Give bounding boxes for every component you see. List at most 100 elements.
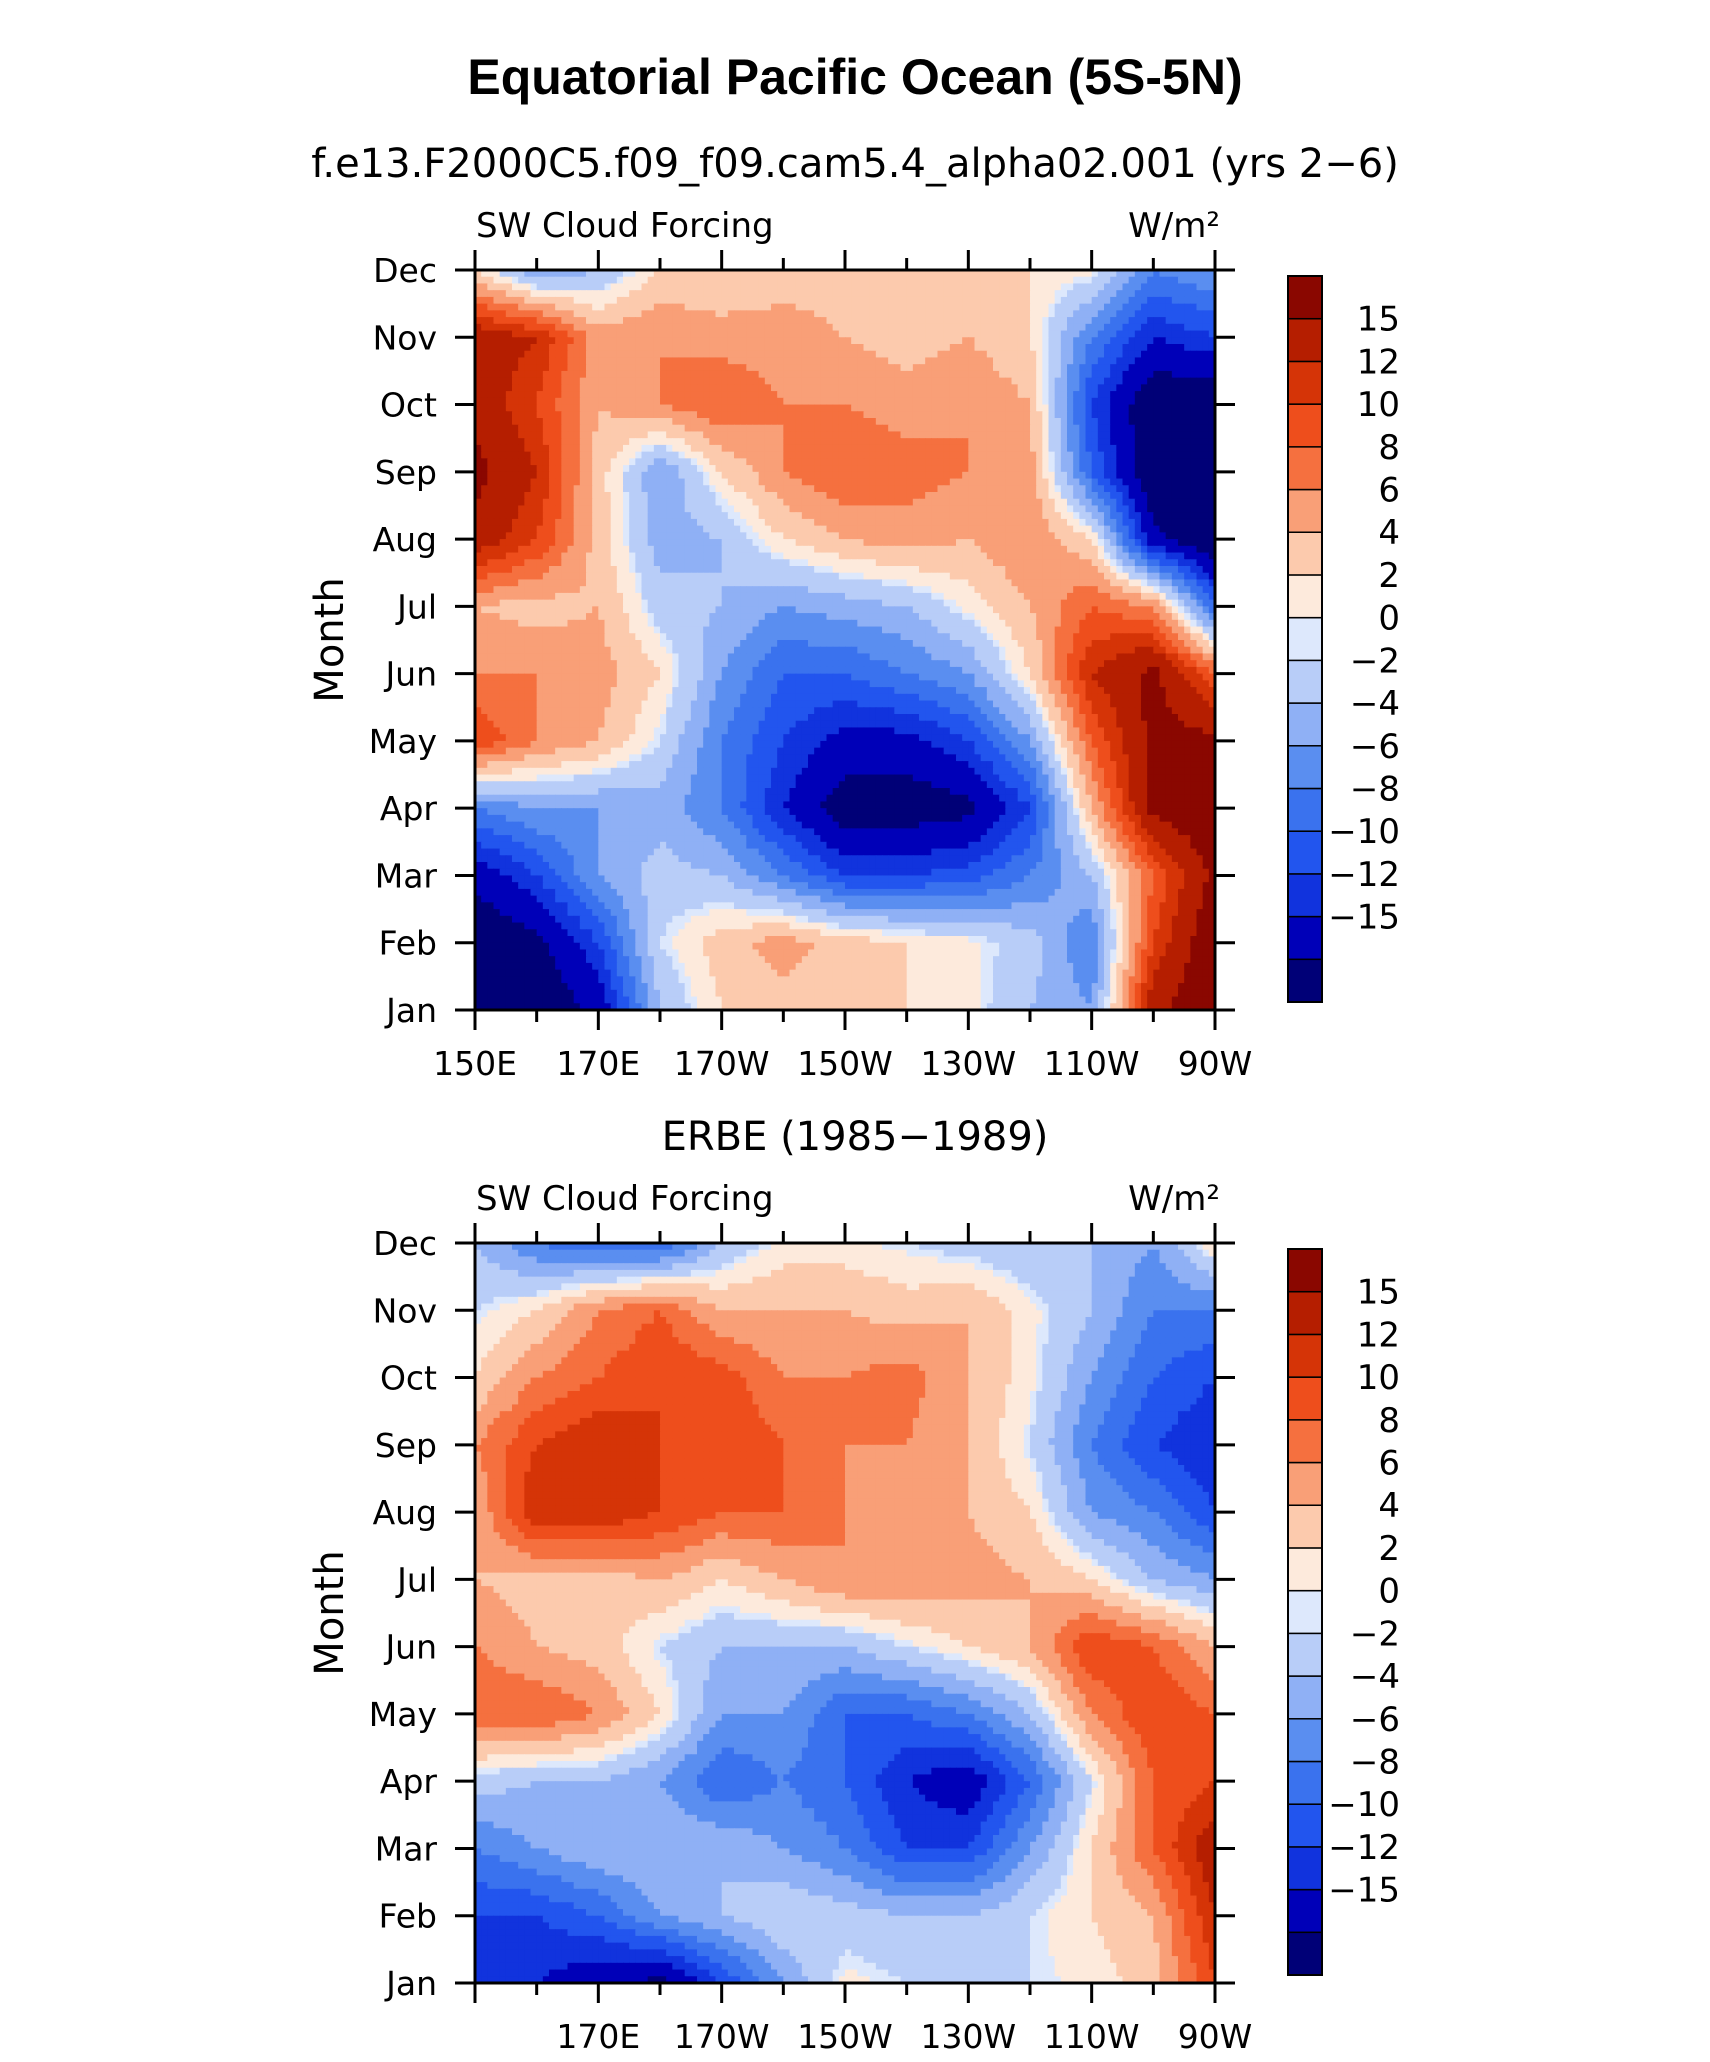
heatmap-cell — [839, 384, 846, 391]
heatmap-cell — [864, 297, 871, 304]
heatmap-cell — [543, 378, 550, 385]
heatmap-cell — [1129, 277, 1136, 284]
heatmap-cell — [592, 297, 599, 304]
heatmap-cell — [494, 337, 501, 344]
heatmap-cell — [716, 337, 723, 344]
heatmap-cell — [703, 378, 710, 385]
heatmap-cell — [537, 357, 544, 364]
heatmap-cell — [679, 371, 686, 378]
heatmap-cell — [901, 351, 908, 358]
heatmap-cell — [481, 344, 488, 351]
heatmap-cell — [913, 304, 920, 311]
heatmap-cell — [1190, 324, 1197, 331]
heatmap-cell — [962, 351, 969, 358]
heatmap-cell — [672, 290, 679, 297]
heatmap-cell — [512, 344, 519, 351]
heatmap-cell — [833, 364, 840, 371]
heatmap-cell — [716, 317, 723, 324]
heatmap-cell — [796, 344, 803, 351]
heatmap-cell — [882, 297, 889, 304]
heatmap-cell — [709, 384, 716, 391]
heatmap-cell — [968, 371, 975, 378]
heatmap-cell — [685, 277, 692, 284]
heatmap-cell — [888, 344, 895, 351]
heatmap-cell — [1153, 344, 1160, 351]
heatmap-cell — [993, 371, 1000, 378]
heatmap-cell — [833, 310, 840, 317]
heatmap-cell — [1178, 304, 1185, 311]
heatmap-cell — [1030, 337, 1037, 344]
heatmap-cell — [901, 277, 908, 284]
heatmap-cell — [827, 283, 834, 290]
heatmap-cell — [555, 391, 562, 398]
heatmap-cell — [1178, 317, 1185, 324]
heatmap-cell — [925, 277, 932, 284]
heatmap-cell — [783, 378, 790, 385]
heatmap-cell — [1061, 297, 1068, 304]
heatmap-cell — [635, 290, 642, 297]
heatmap-cell — [568, 384, 575, 391]
heatmap-cell — [1135, 331, 1142, 338]
heatmap-cell — [1110, 290, 1117, 297]
heatmap-cell — [938, 283, 945, 290]
heatmap-cell — [1203, 378, 1210, 385]
heatmap-cell — [1166, 331, 1173, 338]
heatmap-cell — [635, 351, 642, 358]
heatmap-cell — [1147, 277, 1154, 284]
heatmap-cell — [814, 297, 821, 304]
heatmap-cell — [1073, 344, 1080, 351]
heatmap-cell — [734, 364, 741, 371]
heatmap-cell — [481, 371, 488, 378]
heatmap-cell — [685, 371, 692, 378]
heatmap-cell — [1098, 324, 1105, 331]
heatmap-cell — [962, 310, 969, 317]
heatmap-cell — [629, 337, 636, 344]
heatmap-cell — [753, 283, 760, 290]
heatmap-cell — [1073, 277, 1080, 284]
heatmap-cell — [709, 277, 716, 284]
heatmap-cell — [796, 331, 803, 338]
heatmap-cell — [1166, 351, 1173, 358]
heatmap-cell — [722, 364, 729, 371]
heatmap-cell — [568, 304, 575, 311]
heatmap-cell — [555, 277, 562, 284]
heatmap-cell — [740, 378, 747, 385]
heatmap-cell — [1030, 297, 1037, 304]
heatmap-cell — [950, 337, 957, 344]
heatmap-cell — [568, 277, 575, 284]
heatmap-cell — [494, 331, 501, 338]
heatmap-cell — [962, 283, 969, 290]
heatmap-cell — [1160, 297, 1167, 304]
heatmap-cell — [1123, 351, 1130, 358]
heatmap-cell — [555, 310, 562, 317]
heatmap-cell — [1160, 351, 1167, 358]
heatmap-cell — [1203, 364, 1210, 371]
heatmap-cell — [1123, 310, 1130, 317]
heatmap-cell — [1018, 378, 1025, 385]
heatmap-cell — [753, 351, 760, 358]
heatmap-cell — [524, 290, 531, 297]
heatmap-cell — [642, 371, 649, 378]
heatmap-cell — [1147, 344, 1154, 351]
heatmap-cell — [586, 344, 593, 351]
heatmap-cell — [734, 357, 741, 364]
heatmap-cell — [685, 331, 692, 338]
heatmap-cell — [1049, 283, 1056, 290]
heatmap-cell — [666, 324, 673, 331]
heatmap-cell — [592, 357, 599, 364]
heatmap-cell — [580, 277, 587, 284]
heatmap-cell — [1147, 283, 1154, 290]
heatmap-cell — [864, 364, 871, 371]
heatmap-cell — [481, 310, 488, 317]
heatmap-cell — [1030, 371, 1037, 378]
heatmap-cell — [1042, 351, 1049, 358]
heatmap-cell — [913, 283, 920, 290]
heatmap-cell — [716, 331, 723, 338]
heatmap-cell — [796, 378, 803, 385]
heatmap-cell — [679, 290, 686, 297]
heatmap-cell — [901, 357, 908, 364]
heatmap-cell — [524, 371, 531, 378]
heatmap-cell — [1042, 337, 1049, 344]
heatmap-cell — [1024, 331, 1031, 338]
heatmap-cell — [716, 344, 723, 351]
